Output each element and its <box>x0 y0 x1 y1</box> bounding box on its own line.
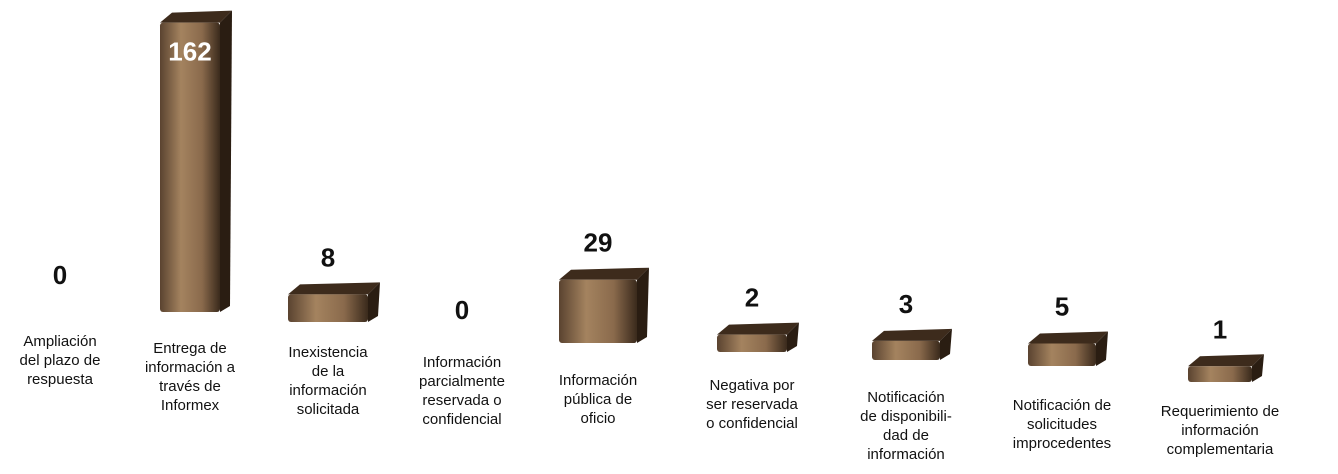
value-label: 29 <box>584 228 613 258</box>
category-line: Entrega de <box>153 340 226 357</box>
category-line: ser reservada <box>706 396 798 413</box>
category-line: o confidencial <box>706 415 798 432</box>
bar <box>160 10 232 312</box>
value-label: 0 <box>53 260 67 290</box>
bar-front <box>288 294 368 322</box>
category-line: información <box>867 446 945 463</box>
category-line: complementaria <box>1167 441 1274 458</box>
category-line: Información <box>559 372 637 389</box>
category-label: Notificación de disponibili-dad de informa… <box>860 389 952 463</box>
bar-side <box>220 10 232 312</box>
category-line: del plazo de <box>20 352 101 369</box>
value-label: 3 <box>899 289 913 319</box>
category-line: respuesta <box>27 371 94 388</box>
category-line: Notificación <box>867 389 945 406</box>
category-line: improcedentes <box>1013 435 1111 452</box>
bar <box>288 282 380 322</box>
bar-front <box>717 334 787 352</box>
bar-front <box>559 279 637 343</box>
bar-top <box>559 267 649 280</box>
value-label: 0 <box>455 295 469 325</box>
bar-side <box>940 328 952 360</box>
category-line: de disponibili- <box>860 408 952 425</box>
bar-side <box>637 267 649 343</box>
bar <box>1028 331 1108 366</box>
category-line: solicitada <box>297 401 360 418</box>
category-line: información <box>1181 422 1259 439</box>
category-label: Inexistencia de la información solicitada <box>288 344 368 418</box>
bar-front <box>872 340 940 360</box>
category-line: oficio <box>580 410 615 427</box>
category-label: Notificación de solicitudes improcedentes <box>1013 397 1111 452</box>
category-line: Ampliación <box>23 333 96 350</box>
bar-side <box>1252 354 1264 382</box>
value-label: 1 <box>1213 314 1227 344</box>
bar-top <box>872 328 952 341</box>
category-label: Requerimiento de información complementari… <box>1161 403 1279 458</box>
value-label: 5 <box>1055 292 1069 322</box>
category-label: Información parcialmente reservada o confid… <box>419 354 505 428</box>
category-line: Inexistencia <box>288 344 368 361</box>
category-line: confidencial <box>422 411 501 428</box>
category-label: Entrega de información a través de Informex <box>145 340 236 414</box>
value-label: 162 <box>168 37 211 67</box>
category-line: pública de <box>564 391 632 408</box>
category-label: Información pública de oficio <box>559 372 637 427</box>
category-line: Información <box>423 354 501 371</box>
category-line: través de <box>159 378 221 395</box>
category-line: información a <box>145 359 236 376</box>
category-label: Ampliación del plazo de respuesta <box>20 333 101 388</box>
bar <box>559 267 649 343</box>
category-line: Negativa por <box>709 377 794 394</box>
bar-top <box>717 322 799 335</box>
value-label: 8 <box>321 242 335 272</box>
category-line: Requerimiento de <box>1161 403 1279 420</box>
value-label: 2 <box>745 283 759 313</box>
bar-front <box>1188 366 1252 382</box>
bar-front <box>160 22 220 312</box>
category-line: Informex <box>161 397 220 414</box>
bar-front <box>1028 343 1096 366</box>
category-line: Notificación de <box>1013 397 1111 414</box>
bar <box>872 328 952 360</box>
category-line: dad de <box>883 427 929 444</box>
bar-side <box>787 322 799 352</box>
category-label: Negativa por ser reservada o confidencial <box>706 377 798 432</box>
bar-side <box>368 282 380 322</box>
bar-top <box>1028 331 1108 344</box>
bar <box>1188 354 1264 382</box>
category-line: información <box>289 382 367 399</box>
bar-top <box>160 10 232 23</box>
category-line: de la <box>312 363 345 380</box>
category-line: solicitudes <box>1027 416 1097 433</box>
bar-side <box>1096 331 1108 366</box>
bar-top <box>1188 354 1264 367</box>
bar <box>717 322 799 352</box>
category-line: reservada o <box>422 392 501 409</box>
category-line: parcialmente <box>419 373 505 390</box>
bar-top <box>288 282 380 295</box>
